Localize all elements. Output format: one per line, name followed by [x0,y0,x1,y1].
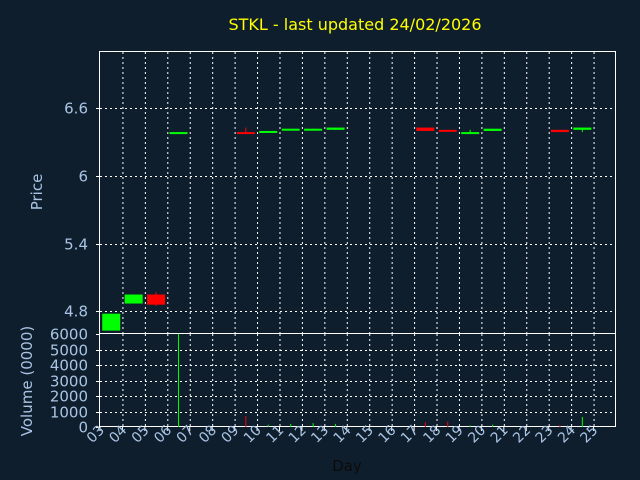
candle-body [438,129,457,132]
volume-panel-frame [99,333,616,427]
candle-body [304,128,323,131]
candle [461,129,480,135]
candle-body [326,127,345,130]
volume-y-tick-label: 0 [78,419,88,437]
price-y-tick-label: 6 [78,168,88,186]
candlestick-series [102,127,592,331]
chart-title: STKL - last updated 24/02/2026 [228,15,481,34]
candle-body [102,313,121,331]
price-y-tick-label: 6.6 [64,100,88,118]
x-axis-label: Day [332,457,362,475]
candle-body [147,294,166,305]
candle [236,127,255,135]
volume-axis-label: Volume (0000) [18,326,36,436]
candle-body [550,129,569,133]
candle [169,132,188,135]
volume-y-tick-label: 6000 [50,326,88,344]
candle-body [281,128,300,131]
price-grid [100,52,616,334]
candle [483,128,502,131]
candle [550,129,569,133]
candle-body [259,130,278,133]
volume-y-tick-label: 5000 [50,342,88,360]
price-y-ticks: 6.6 6 5.4 4.8 [64,100,100,321]
price-y-tick-label: 5.4 [64,236,88,254]
candle [304,128,323,131]
volume-y-tick-label: 4000 [50,357,88,375]
candle [124,294,143,304]
candle-body [236,132,255,135]
candle [573,127,592,133]
volume-y-tick-label: 3000 [50,373,88,391]
candle [326,127,345,130]
candle [416,127,435,131]
volume-grid [100,334,616,427]
candle-body [416,127,435,131]
x-ticks: 0304050607080910111213141516171819202122… [84,422,601,446]
price-y-tick-label: 4.8 [64,303,88,321]
volume-y-tick-label: 1000 [50,404,88,422]
price-panel-frame [99,51,616,334]
candle [259,130,278,133]
candle-body [124,294,143,304]
candle-body [573,127,592,130]
candle-body [169,132,188,135]
volume-y-tick-label: 2000 [50,388,88,406]
volume-bars [178,334,583,427]
candle [147,292,166,306]
candle [102,313,121,331]
candle [281,128,300,131]
candle [438,129,457,132]
candle-body [483,128,502,131]
price-axis-label: Price [28,174,46,211]
candle-body [461,132,480,135]
